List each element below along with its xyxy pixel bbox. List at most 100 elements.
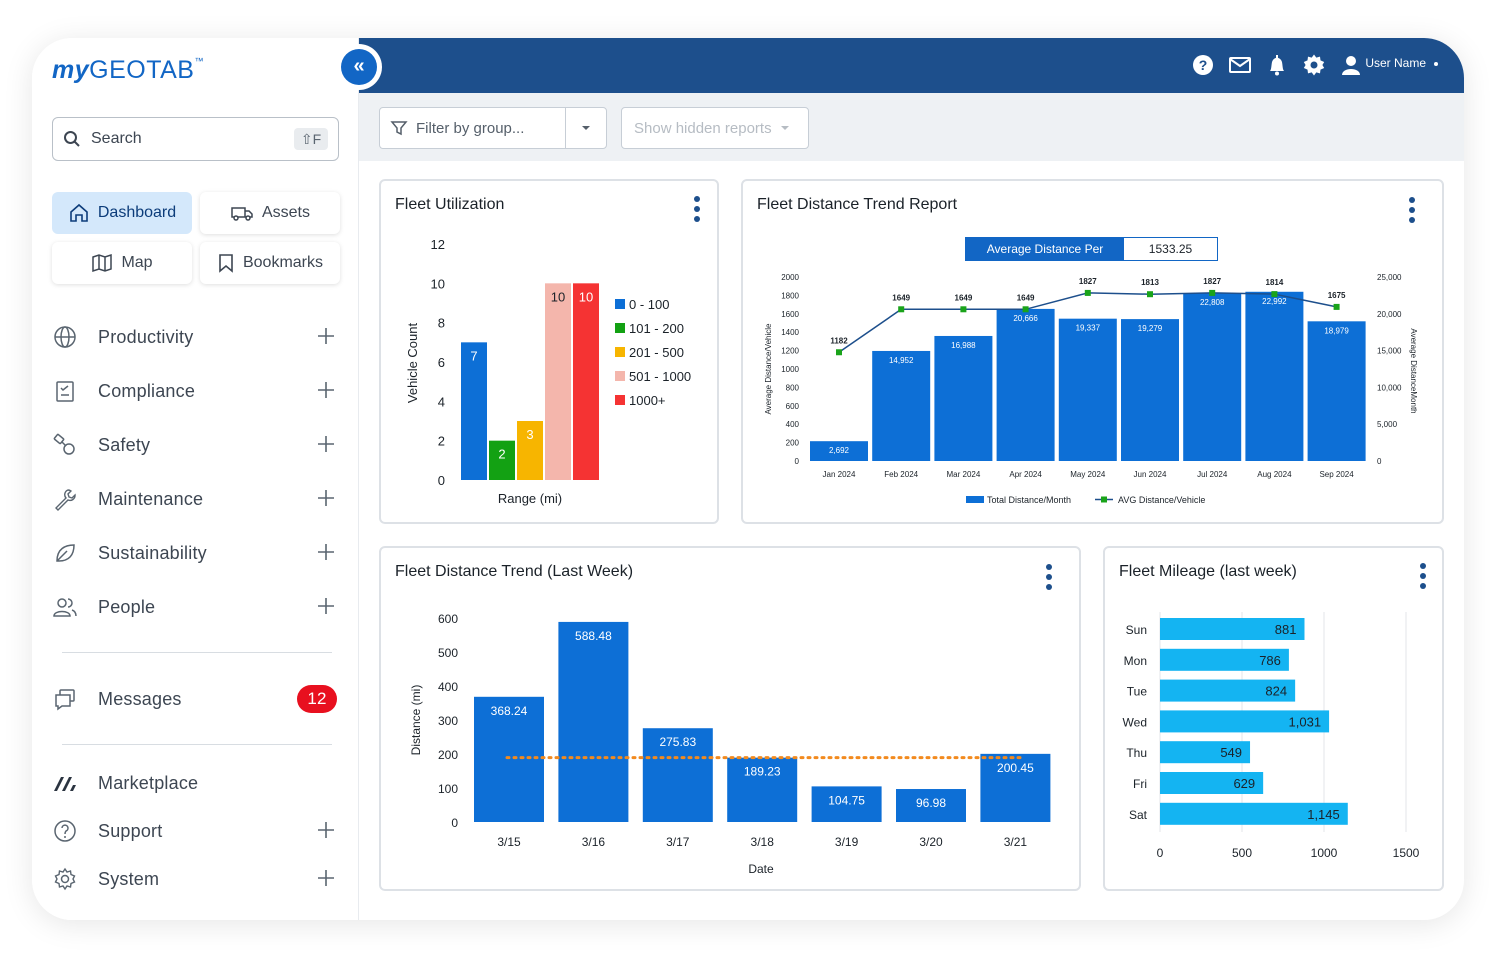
nav-productivity[interactable]: Productivity xyxy=(52,322,339,352)
bar-value-label: 786 xyxy=(1259,653,1281,668)
nav-safety[interactable]: Safety xyxy=(52,430,339,460)
y-tick-label: 600 xyxy=(438,612,458,626)
nav-messages[interactable]: Messages 12 xyxy=(52,684,339,714)
bar xyxy=(872,350,931,461)
nav-compliance[interactable]: Compliance xyxy=(52,376,339,406)
card-title: Fleet Distance Trend Report xyxy=(757,196,958,213)
x-tick-label: 3/15 xyxy=(497,835,521,849)
nav-system[interactable]: System xyxy=(52,864,339,894)
bar xyxy=(1160,618,1305,640)
nav-maintenance[interactable]: Maintenance xyxy=(52,484,339,514)
y-tick-label-right: 25,000 xyxy=(1377,273,1402,282)
line-value-label: 1649 xyxy=(892,293,910,302)
x-tick-label: 3/19 xyxy=(835,835,859,849)
bar-value-label: 14,952 xyxy=(889,356,914,365)
expand-plus-icon[interactable] xyxy=(315,595,337,617)
nav-marketplace[interactable]: Marketplace xyxy=(52,768,339,798)
y-tick-label-left: 0 xyxy=(795,457,800,466)
expand-plus-icon[interactable] xyxy=(315,487,337,509)
y-tick-label: 10 xyxy=(431,276,445,291)
legend-swatch xyxy=(615,347,625,357)
nav-sustainability[interactable]: Sustainability xyxy=(52,538,339,568)
bookmarks-button[interactable]: Bookmarks xyxy=(200,242,340,284)
y-tick-label: 8 xyxy=(438,316,445,331)
bar xyxy=(1307,321,1366,461)
safety-icon xyxy=(53,433,75,455)
map-button[interactable]: Map xyxy=(52,242,192,284)
help-icon[interactable]: ? xyxy=(1191,53,1215,77)
bookmarks-label: Bookmarks xyxy=(242,254,324,271)
y-tick-label-right: 5,000 xyxy=(1377,420,1398,429)
bar xyxy=(1160,772,1264,794)
bar-value-label: 275.83 xyxy=(659,735,696,749)
legend-swatch xyxy=(615,395,625,405)
bell-icon[interactable] xyxy=(1265,53,1289,77)
line-value-label: 1649 xyxy=(955,293,973,302)
y-tick-label-left: 1600 xyxy=(781,310,799,319)
line-point xyxy=(1022,306,1029,313)
assets-button[interactable]: Assets xyxy=(200,192,340,234)
x-tick-label: Feb 2024 xyxy=(884,470,918,479)
filter-by-group-select[interactable]: Filter by group... xyxy=(379,107,607,149)
caret-down-icon xyxy=(582,126,590,130)
x-axis-label: Date xyxy=(748,862,774,876)
legend-swatch xyxy=(966,496,984,503)
logo-tm: ™ xyxy=(194,56,204,66)
y-tick-label: 0 xyxy=(451,816,458,830)
dashboard-button[interactable]: Dashboard xyxy=(52,192,192,234)
filter-dropdown-button[interactable] xyxy=(566,124,606,132)
settings-gear-icon[interactable] xyxy=(1302,53,1326,77)
search-input[interactable]: Search ⇧F xyxy=(52,117,339,161)
sidebar-divider xyxy=(62,744,332,745)
fleet-mileage-chart: 0 500 1000 1500 881 Sun 786 Mon 824 Tue 1,031 Wed 54… xyxy=(1123,612,1420,860)
bookmark-icon xyxy=(219,254,233,273)
bar-value-label: 10 xyxy=(579,289,593,304)
expand-plus-icon[interactable] xyxy=(315,379,337,401)
search-icon xyxy=(64,131,80,147)
more-options-icon[interactable] xyxy=(1046,564,1052,590)
y-tick-label: 400 xyxy=(438,680,458,694)
expand-plus-icon[interactable] xyxy=(315,819,337,841)
y-tick-label-left: 1200 xyxy=(781,347,799,356)
more-options-icon[interactable] xyxy=(1420,563,1426,589)
user-menu-indicator[interactable] xyxy=(1434,62,1438,66)
line-value-label: 1649 xyxy=(1017,293,1035,302)
expand-plus-icon[interactable] xyxy=(315,541,337,563)
bar xyxy=(727,757,798,822)
mygeotab-logo[interactable]: myGEOTAB™ xyxy=(52,56,204,85)
more-options-icon[interactable] xyxy=(1409,197,1415,223)
collapse-sidebar-button[interactable]: « xyxy=(336,44,382,90)
expand-plus-icon[interactable] xyxy=(315,433,337,455)
legend-label: AVG Distance/Vehicle xyxy=(1118,495,1205,505)
user-name[interactable]: User Name xyxy=(1365,56,1426,70)
show-hidden-reports-select[interactable]: Show hidden reports xyxy=(621,107,809,149)
mail-icon[interactable] xyxy=(1228,53,1252,77)
y-tick-label: 500 xyxy=(438,646,458,660)
bar xyxy=(996,308,1055,461)
user-avatar-icon[interactable] xyxy=(1339,53,1363,77)
legend-swatch xyxy=(615,323,625,333)
help-circle-icon xyxy=(54,820,76,842)
more-options-icon[interactable] xyxy=(694,196,700,222)
legend-swatch xyxy=(615,299,625,309)
y-tick-label-left: 2000 xyxy=(781,273,799,282)
expand-plus-icon[interactable] xyxy=(315,325,337,347)
x-tick-label: 0 xyxy=(1157,846,1164,860)
legend-label: Total Distance/Month xyxy=(987,495,1071,505)
filter-funnel-icon xyxy=(390,121,408,136)
y-tick-label-right: 20,000 xyxy=(1377,310,1402,319)
y-axis-label-right: Average DistanceMonth xyxy=(1409,328,1418,413)
y-tick-label-left: 800 xyxy=(786,383,800,392)
y-tick-label: 300 xyxy=(438,714,458,728)
y-axis-label: Vehicle Count xyxy=(405,323,420,404)
y-tick-label-right: 10,000 xyxy=(1377,383,1402,392)
fleet-mileage-card: Fleet Mileage (last week) 0 500 1000 1500 88… xyxy=(1103,546,1444,891)
y-tick-label-left: 1400 xyxy=(781,328,799,337)
bar xyxy=(489,440,515,480)
nav-support[interactable]: Support xyxy=(52,816,339,846)
x-tick-label: 3/16 xyxy=(582,835,606,849)
expand-plus-icon[interactable] xyxy=(315,867,337,889)
sidebar: myGEOTAB™ Search ⇧F Dashboard Assets Map… xyxy=(32,38,359,920)
nav-people[interactable]: People xyxy=(52,592,339,622)
show-hidden-reports-label: Show hidden reports xyxy=(634,119,772,137)
